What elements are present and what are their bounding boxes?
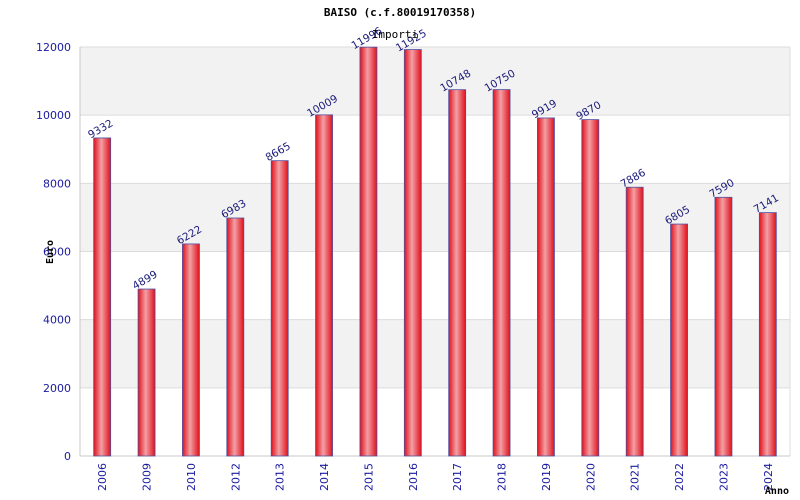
y-tick-label: 2000 <box>43 382 71 395</box>
y-tick-label: 6000 <box>43 246 71 259</box>
bar <box>359 46 378 457</box>
y-tick-labels: 0 2000 4000 6000 8000 10000 12000 <box>36 41 71 463</box>
x-tick-label: 2023 <box>717 463 730 491</box>
x-tick-label: 2018 <box>496 463 509 491</box>
bar <box>403 49 422 457</box>
x-tick-label: 2006 <box>96 463 109 491</box>
bar <box>93 137 112 457</box>
y-axis-label: Euro <box>45 240 56 264</box>
bar <box>270 160 289 457</box>
x-tick-label: 2010 <box>185 463 198 491</box>
y-tick-label: 0 <box>64 450 71 463</box>
y-tick-label: 8000 <box>43 177 71 190</box>
bar <box>625 186 644 457</box>
x-axis-label: Anno <box>765 486 789 497</box>
bar <box>226 217 245 457</box>
x-tick-label: 2015 <box>362 463 375 491</box>
bar <box>182 243 200 457</box>
grid-band <box>80 47 790 116</box>
x-tick-label: 2012 <box>229 463 242 491</box>
bars <box>93 46 777 457</box>
chart-title: BAISO (c.f.80019170358) <box>324 6 476 19</box>
y-tick-label: 10000 <box>36 109 71 122</box>
bar <box>714 196 733 457</box>
bar <box>492 89 511 457</box>
y-tick-label: 4000 <box>43 314 71 327</box>
bar <box>758 212 777 457</box>
bar <box>448 89 467 457</box>
x-tick-label: 2013 <box>274 463 287 491</box>
x-tick-label: 2009 <box>141 463 154 491</box>
bar <box>670 223 688 457</box>
x-tick-label: 2020 <box>584 463 597 491</box>
legend-entry: Importi <box>372 28 418 41</box>
bar <box>581 119 600 457</box>
x-tick-label: 2017 <box>451 463 464 491</box>
y-tick-label: 12000 <box>36 41 71 54</box>
x-tick-label: 2021 <box>629 463 642 491</box>
x-tick-labels: 2006 2009 2010 2012 2013 2014 2015 2016 2017 2018… <box>96 463 775 491</box>
bar <box>537 117 555 457</box>
x-tick-label: 2014 <box>318 463 331 491</box>
bar <box>137 288 156 457</box>
x-tick-label: 2024 <box>762 463 775 491</box>
bar <box>315 114 333 457</box>
x-tick-label: 2022 <box>673 463 686 491</box>
x-tick-label: 2016 <box>407 463 420 491</box>
x-tick-label: 2019 <box>540 463 553 491</box>
